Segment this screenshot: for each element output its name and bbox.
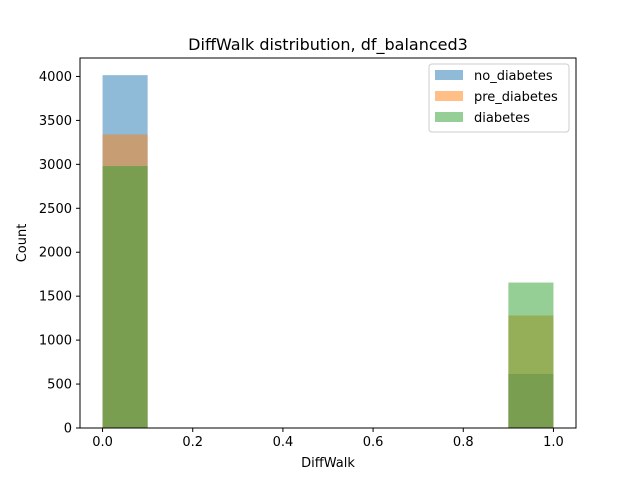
legend: no_diabetes pre_diabetes diabetes xyxy=(428,63,570,133)
legend-swatch-no-diabetes xyxy=(435,70,463,80)
y-tick-label: 0 xyxy=(64,422,72,437)
x-axis: 0.0 0.2 0.4 0.6 0.8 1.0 xyxy=(92,428,564,450)
y-tick-label: 2500 xyxy=(39,202,72,217)
x-tick-label: 0.6 xyxy=(363,435,384,450)
y-axis-label: Count xyxy=(15,224,30,263)
bars-layer xyxy=(102,75,554,429)
bar-diabetes-bin-1 xyxy=(508,282,554,428)
bar-diabetes-bin-0 xyxy=(102,166,148,428)
y-tick-label: 2000 xyxy=(39,246,72,261)
x-tick-label: 0.2 xyxy=(182,435,203,450)
legend-label-no-diabetes: no_diabetes xyxy=(474,69,553,84)
y-tick-label: 4000 xyxy=(39,70,72,85)
legend-swatch-diabetes xyxy=(435,112,463,122)
y-tick-label: 1000 xyxy=(39,334,72,349)
x-tick-label: 1.0 xyxy=(543,435,564,450)
chart-title: DiffWalk distribution, df_balanced3 xyxy=(188,35,468,55)
x-tick-label: 0.4 xyxy=(273,435,294,450)
y-tick-label: 3000 xyxy=(39,158,72,173)
y-tick-label: 1500 xyxy=(39,290,72,305)
legend-swatch-pre-diabetes xyxy=(435,91,463,101)
y-axis: 0 500 1000 1500 2000 2500 3000 3500 4000 xyxy=(39,70,80,437)
x-axis-label: DiffWalk xyxy=(301,456,355,471)
x-tick-label: 0.0 xyxy=(92,435,113,450)
legend-box xyxy=(428,63,570,133)
y-tick-label: 3500 xyxy=(39,114,72,129)
plot-frame xyxy=(79,57,577,429)
y-tick-label: 500 xyxy=(47,378,72,393)
legend-label-diabetes: diabetes xyxy=(474,111,530,126)
x-tick-label: 0.8 xyxy=(453,435,474,450)
legend-label-pre-diabetes: pre_diabetes xyxy=(474,90,558,105)
